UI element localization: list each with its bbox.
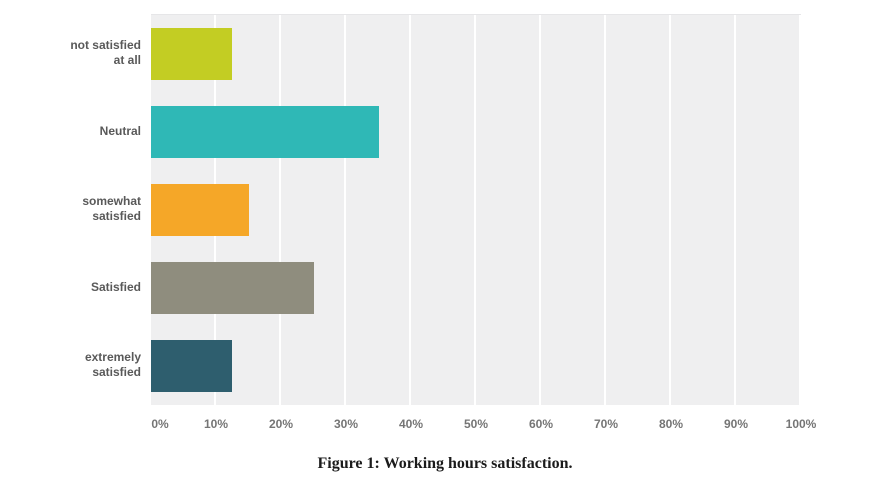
category-label-not-satisfied-at-all: not satisfied at all — [70, 38, 141, 67]
category-label-neutral: Neutral — [99, 123, 141, 138]
bar-somewhat-satisfied — [151, 184, 249, 236]
gridline-60% — [539, 15, 541, 405]
plot-area — [151, 14, 801, 405]
x-tick-label-10pct: 10% — [203, 417, 229, 431]
bar-extremely-satisfied — [151, 340, 233, 392]
x-tick-label-30pct: 30% — [333, 417, 359, 431]
gridline-100% — [799, 15, 801, 405]
x-tick-label-100pct: 100% — [785, 417, 817, 431]
x-tick-label-90pct: 90% — [723, 417, 749, 431]
category-label-somewhat-satisfied: somewhat satisfied — [82, 194, 141, 223]
figure-caption: Figure 1: Working hours satisfaction. — [317, 455, 573, 472]
gridline-90% — [734, 15, 736, 405]
gridline-80% — [669, 15, 671, 405]
gridline-40% — [409, 15, 411, 405]
x-tick-label-0pct: 0% — [151, 417, 169, 431]
x-tick-label-60pct: 60% — [528, 417, 554, 431]
bar-satisfied — [151, 262, 314, 314]
gridline-70% — [604, 15, 606, 405]
gridline-50% — [474, 15, 476, 405]
gridline-30% — [344, 15, 346, 405]
x-tick-label-80pct: 80% — [658, 417, 684, 431]
x-tick-label-70pct: 70% — [593, 417, 619, 431]
category-label-satisfied: Satisfied — [90, 279, 141, 294]
bar-not-satisfied-at-all — [151, 28, 233, 80]
x-tick-label-40pct: 40% — [398, 417, 424, 431]
category-label-extremely-satisfied: extremely satisfied — [84, 350, 141, 379]
x-tick-label-50pct: 50% — [463, 417, 489, 431]
x-tick-label-20pct: 20% — [268, 417, 294, 431]
bar-neutral — [151, 106, 379, 158]
gridline-20% — [279, 15, 281, 405]
